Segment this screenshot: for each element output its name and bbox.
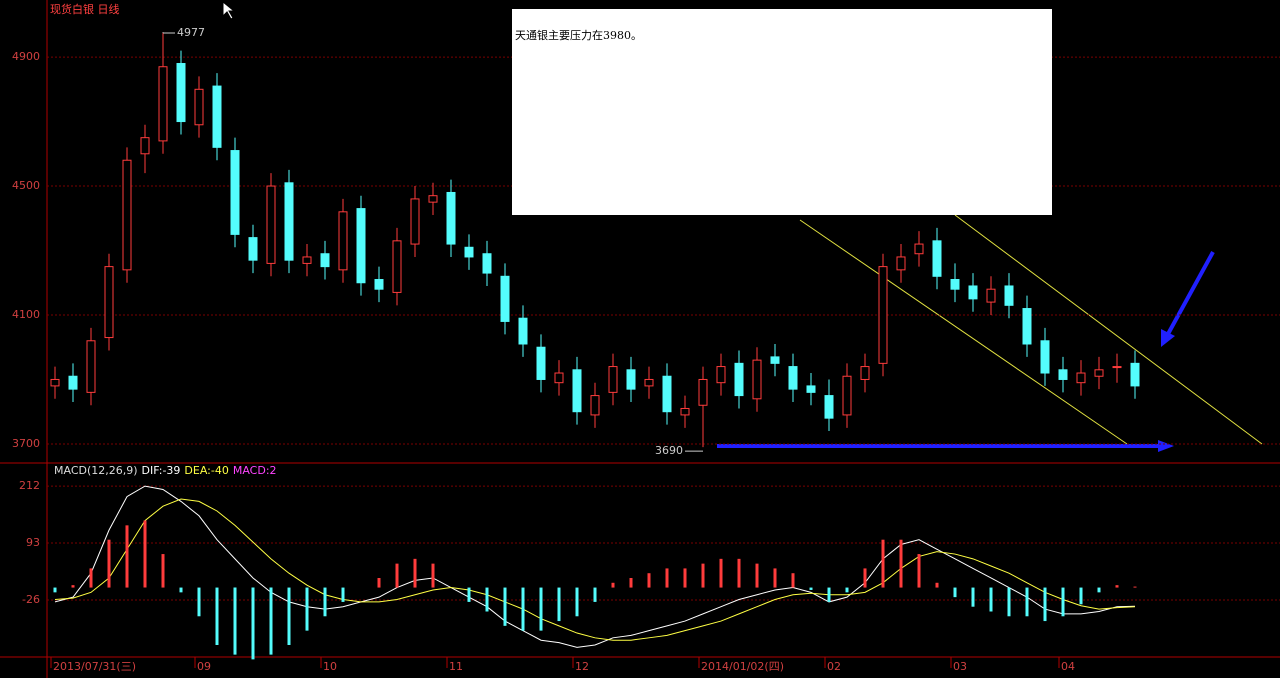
candle-body [554, 372, 564, 384]
candle-body [446, 191, 456, 245]
candle-body [302, 256, 312, 264]
candle-body [50, 378, 60, 387]
x-tick-label: 12 [575, 660, 589, 673]
candle-body [266, 185, 276, 264]
candle-body [788, 366, 798, 390]
candle-body [230, 150, 240, 235]
candle-body [626, 369, 636, 390]
x-tick-label: 03 [953, 660, 967, 673]
macd-title: MACD(12,26,9) [54, 464, 138, 477]
max-label: 4977 [177, 26, 205, 39]
y-tick-label: 4500 [12, 179, 40, 192]
macd-line [54, 498, 1136, 641]
candle-body [806, 385, 816, 393]
candle-body [896, 256, 906, 271]
candle-body [176, 63, 186, 123]
macd-legend: MACD(12,26,9) DIF:-39 DEA:-40 MACD:2 [54, 464, 277, 477]
candle-body [1004, 285, 1014, 306]
candle-body [86, 340, 96, 393]
candle-body [122, 159, 132, 271]
candle-body [824, 395, 834, 419]
y-tick-label: 4100 [12, 308, 40, 321]
y-tick-label: 93 [26, 536, 40, 549]
candle-body [374, 279, 384, 290]
x-tick-label: 11 [449, 660, 463, 673]
x-tick-label: 2014/01/02(四) [701, 660, 784, 673]
arrow-head [1161, 329, 1175, 347]
annotation-lines [717, 214, 1263, 452]
candle-body [1022, 308, 1032, 345]
candle-body [482, 253, 492, 274]
candle-body [464, 246, 474, 258]
x-tick-label: 2013/07/31(三) [53, 660, 136, 673]
candle-body [860, 366, 870, 380]
legend-entry: MACD:2 [233, 464, 277, 477]
candle-body [734, 362, 744, 397]
candle-body [500, 275, 510, 322]
candle-body [698, 378, 708, 406]
candle-body [1058, 369, 1068, 380]
candle-body [590, 395, 600, 416]
candle-body [770, 356, 780, 364]
y-tick-label: -26 [22, 593, 40, 606]
macd-line [54, 485, 1136, 648]
candle-body [1112, 366, 1122, 369]
candle-body [878, 266, 888, 364]
candle-body [158, 66, 168, 142]
x-tick-label: 10 [323, 660, 337, 673]
min-label: 3690 [655, 444, 683, 457]
candle-body [212, 85, 222, 148]
candle-body [1130, 362, 1140, 387]
candle-body [842, 375, 852, 416]
candle-body [356, 208, 366, 284]
candle-body [644, 378, 654, 387]
y-tick-label: 4900 [12, 50, 40, 63]
candle-body [572, 369, 582, 413]
candle-body [284, 182, 294, 261]
candle-body [968, 285, 978, 300]
candle-body [950, 279, 960, 290]
candle-body [932, 240, 942, 277]
candle-body [410, 198, 420, 245]
candle-body [914, 243, 924, 255]
candle-body [392, 240, 402, 293]
candle-body [320, 253, 330, 268]
candle-body [248, 237, 258, 261]
candle-body [1076, 372, 1086, 384]
y-tick-label: 212 [19, 479, 40, 492]
arrow-head [1158, 440, 1174, 452]
candle-body [716, 366, 726, 384]
chart-title: 现货白银 日线 [50, 2, 120, 16]
candle-body [428, 195, 438, 203]
candle-body [1094, 369, 1104, 377]
candle-body [518, 317, 528, 345]
candle-body [1040, 340, 1050, 374]
y-tick-label: 3700 [12, 437, 40, 450]
x-tick-label: 02 [827, 660, 841, 673]
candle-body [68, 375, 78, 390]
candle-body [536, 346, 546, 380]
channel-line [799, 219, 1128, 445]
mouse-cursor [222, 0, 236, 20]
candle-body [986, 288, 996, 303]
note-box [512, 9, 1052, 215]
legend-entry: DIF:-39 [142, 464, 181, 477]
candle-body [140, 137, 150, 155]
candle-body [752, 359, 762, 400]
candle-body [338, 211, 348, 271]
candle-body [194, 88, 204, 126]
legend-entry: DEA:-40 [184, 464, 228, 477]
candle-body [662, 375, 672, 413]
candle-body [608, 366, 618, 393]
note-text: 天通银主要压力在3980。 [515, 28, 642, 42]
pressure-arrow [1166, 251, 1215, 335]
candle-body [680, 407, 690, 416]
x-tick-label: 04 [1061, 660, 1075, 673]
channel-line [954, 214, 1263, 445]
candle-body [104, 266, 114, 339]
x-tick-label: 09 [197, 660, 211, 673]
